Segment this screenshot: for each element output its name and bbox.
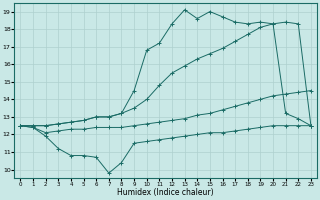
X-axis label: Humidex (Indice chaleur): Humidex (Indice chaleur) bbox=[117, 188, 214, 197]
